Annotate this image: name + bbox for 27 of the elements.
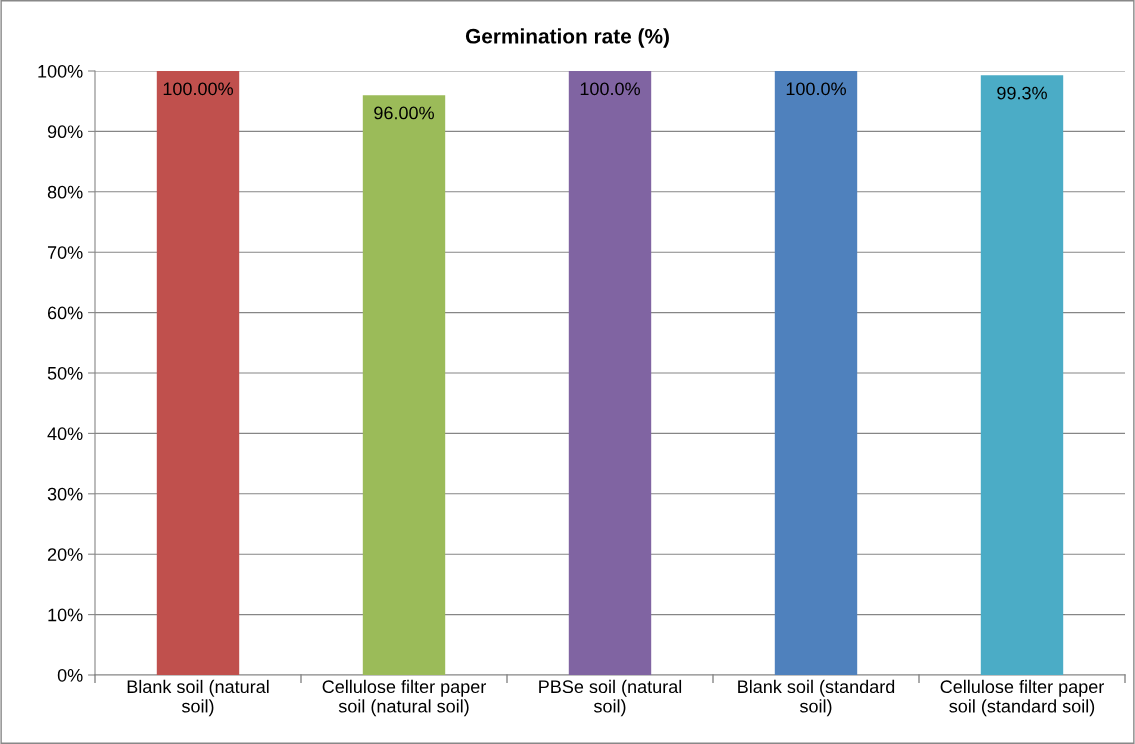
y-tick-label: 10%: [48, 608, 83, 622]
y-tick-label: 50%: [47, 366, 83, 380]
data-label: 100.0%: [580, 82, 640, 96]
x-tick-label: PBSe soil (natural soil): [539, 679, 682, 717]
bar: [980, 75, 1064, 675]
x-tick-label: Cellulose filter paper soil (natural soil): [322, 679, 486, 717]
data-label: 96.00%: [374, 106, 434, 120]
y-tick-label: 60%: [47, 306, 83, 320]
y-tick-label: 0%: [57, 668, 83, 682]
y-tick-label: 100%: [38, 64, 83, 78]
y-tick-label: 80%: [47, 185, 83, 199]
x-tick-label: Blank soil (standard soil): [738, 679, 895, 717]
chart-title: Germination rate (%): [465, 28, 669, 48]
data-label: 100.0%: [786, 82, 846, 96]
bar: [156, 71, 240, 675]
y-tick-label: 30%: [47, 487, 83, 501]
bar: [362, 95, 446, 675]
bar: [774, 71, 858, 675]
y-tick-label: 70%: [47, 246, 83, 259]
data-label: 99.3%: [997, 86, 1047, 100]
x-tick-label: Blank soil (natural soil): [127, 679, 269, 717]
x-tick-label: Cellulose filter paper soil (standard soil): [940, 679, 1104, 717]
data-label: 100.00%: [163, 82, 233, 96]
y-tick-label: 90%: [47, 125, 83, 139]
y-tick-label: 40%: [47, 427, 83, 441]
y-tick-label: 20%: [47, 548, 83, 561]
bar: [568, 71, 652, 675]
